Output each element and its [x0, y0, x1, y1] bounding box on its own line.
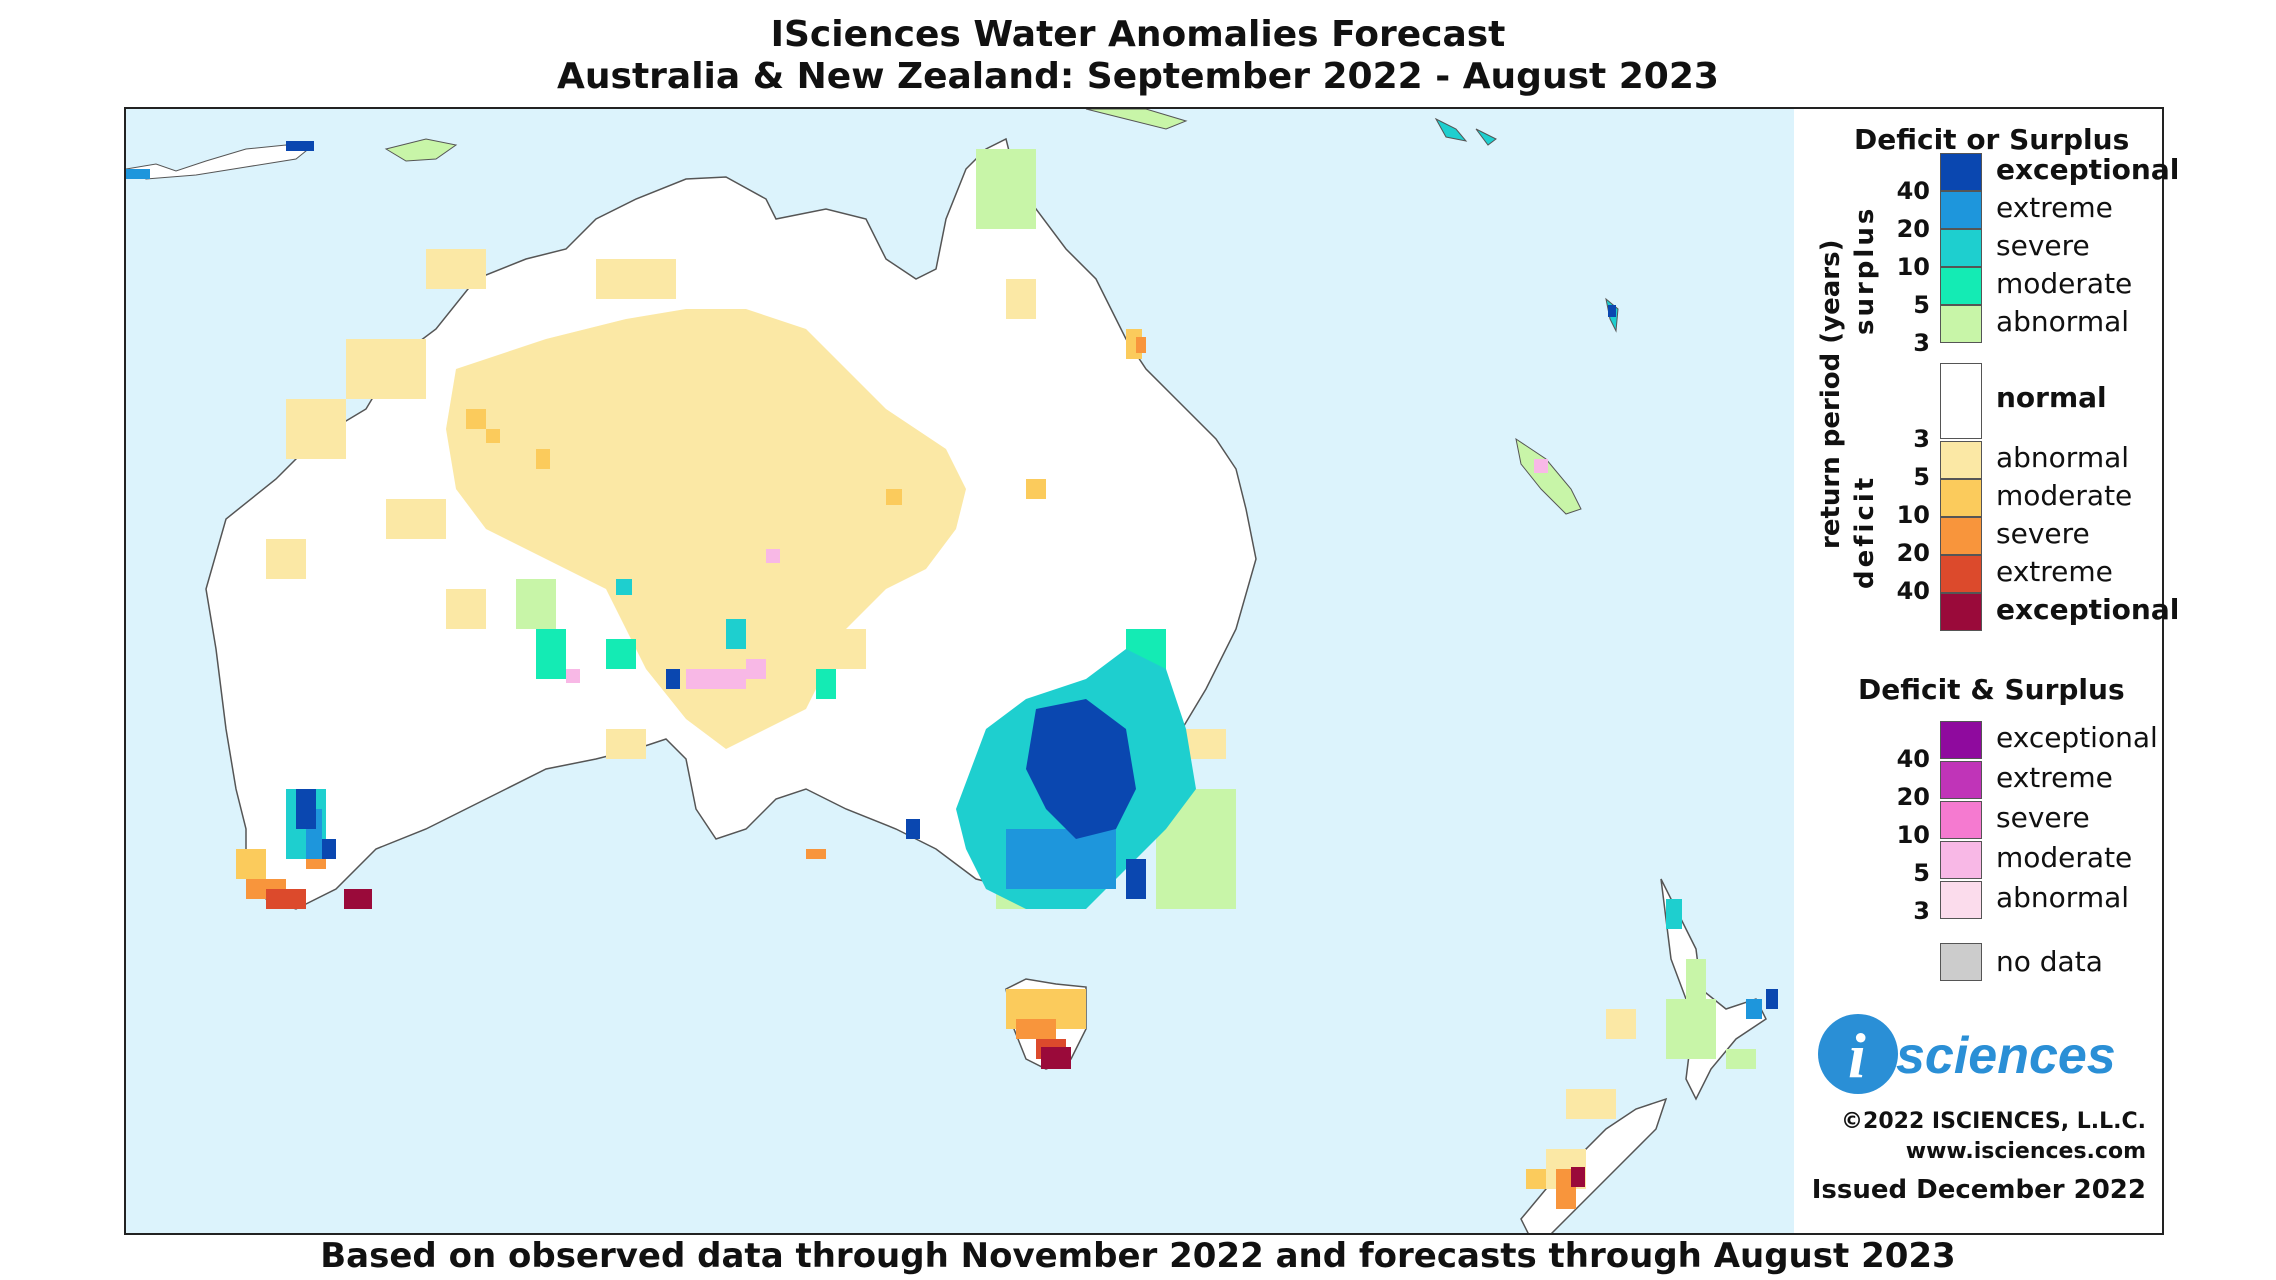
nz-south-island — [1520, 1097, 1668, 1233]
surplus-swatch-severe — [1940, 229, 1982, 267]
deficit-tick-20: 20 — [1896, 539, 1930, 567]
island-abn-1 — [126, 169, 150, 179]
island-deep-1 — [286, 141, 314, 151]
deficit-label-exceptional: exceptional — [1996, 593, 2180, 626]
deficit-swatch-abnormal — [1940, 441, 1982, 479]
both-tick-5: 5 — [1913, 859, 1930, 887]
legend-heading-deficit-or-surplus: Deficit or Surplus — [1854, 123, 2130, 156]
svg-text:i: i — [1848, 1020, 1866, 1091]
deficit-exceptional-regions — [344, 889, 1585, 1187]
legend-normal-swatch — [1940, 363, 1982, 439]
deficit-tick-40: 40 — [1896, 577, 1930, 605]
legend-nodata-label: no data — [1996, 945, 2103, 978]
legend-deficit-label: deficit — [1850, 474, 1880, 589]
surplus-label-abnormal: abnormal — [1996, 305, 2130, 338]
surplus-tick-40: 40 — [1896, 177, 1930, 205]
deficit-label-moderate: moderate — [1996, 479, 2133, 512]
both-label-moderate: moderate — [1996, 841, 2133, 874]
both-swatch-extreme — [1940, 761, 1982, 799]
surplus-swatch-moderate — [1940, 267, 1982, 305]
legend-surplus-label: surplus — [1850, 205, 1880, 335]
deficit-label-extreme: extreme — [1996, 555, 2113, 588]
solomon-islands — [1434, 117, 1468, 142]
timor-islands — [126, 144, 308, 180]
deficit-extreme-regions — [266, 889, 1066, 1059]
surplus-label-exceptional: exceptional — [1996, 153, 2180, 186]
png-island — [384, 138, 458, 162]
surplus-label-severe: severe — [1996, 229, 2090, 262]
surplus-swatch-extreme — [1940, 191, 1982, 229]
surplus-tick-20: 20 — [1896, 215, 1930, 243]
surplus-swatch-abnormal — [1940, 305, 1982, 343]
copyright-text: ©2022 ISCIENCES, L.L.C. — [1841, 1109, 2146, 1134]
deficit-label-abnormal: abnormal — [1996, 441, 2130, 474]
deficit-label-severe: severe — [1996, 517, 2090, 550]
both-tick-3: 3 — [1913, 897, 1930, 925]
both-tick-10: 10 — [1896, 821, 1930, 849]
both-swatch-severe — [1940, 801, 1982, 839]
png-coast — [1085, 109, 1188, 130]
deficit-and-surplus-regions — [566, 549, 780, 689]
both-swatch-exceptional — [1940, 721, 1982, 759]
both-swatch-abnormal — [1940, 881, 1982, 919]
deficit-abnormal-regions — [266, 179, 1636, 1189]
surplus-exceptional-regions — [296, 669, 1778, 1009]
legend-nodata-swatch — [1940, 943, 1982, 981]
surplus-tick-3: 3 — [1913, 329, 1930, 357]
map-panel — [124, 107, 1796, 1235]
isciences-logo: i sciences — [1814, 1009, 2154, 1099]
solomon-islands-2 — [1475, 128, 1497, 146]
legend-normal-label: normal — [1996, 381, 2107, 414]
legend-heading-deficit-and-surplus: Deficit & Surplus — [1858, 673, 2125, 706]
anomaly-map — [126, 109, 1778, 1233]
website-text: www.isciences.com — [1905, 1139, 2146, 1164]
both-label-extreme: extreme — [1996, 761, 2113, 794]
both-label-exceptional: exceptional — [1996, 721, 2158, 754]
both-swatch-moderate — [1940, 841, 1982, 879]
issued-date: Issued December 2022 — [1811, 1175, 2146, 1205]
surplus-label-extreme: extreme — [1996, 191, 2113, 224]
new-caledonia-pink — [1534, 459, 1548, 473]
map-legend: Deficit or Surplus return period (years)… — [1794, 107, 2179, 1235]
new-caledonia — [1515, 437, 1582, 515]
map-title: ISciences Water Anomalies Forecast — [770, 14, 1506, 55]
vanuatu-deep — [1608, 305, 1616, 317]
legend-axis-label: return period (years) — [1816, 239, 1846, 549]
both-label-severe: severe — [1996, 801, 2090, 834]
deficit-tick-3: 3 — [1913, 425, 1930, 453]
surplus-tick-5: 5 — [1913, 291, 1930, 319]
surplus-tick-10: 10 — [1896, 253, 1930, 281]
map-subtitle: Australia & New Zealand: September 2022 … — [557, 56, 1719, 97]
deficit-swatch-severe — [1940, 517, 1982, 555]
deficit-tick-5: 5 — [1913, 463, 1930, 491]
both-tick-40: 40 — [1896, 745, 1930, 773]
both-tick-20: 20 — [1896, 783, 1930, 811]
map-footer-note: Based on observed data through November … — [320, 1236, 1956, 1276]
deficit-swatch-exceptional — [1940, 593, 1982, 631]
both-label-abnormal: abnormal — [1996, 881, 2130, 914]
deficit-swatch-moderate — [1940, 479, 1982, 517]
deficit-tick-10: 10 — [1896, 501, 1930, 529]
svg-text:sciences: sciences — [1896, 1027, 2116, 1085]
surplus-swatch-exceptional — [1940, 153, 1982, 191]
deficit-swatch-extreme — [1940, 555, 1982, 593]
surplus-label-moderate: moderate — [1996, 267, 2133, 300]
